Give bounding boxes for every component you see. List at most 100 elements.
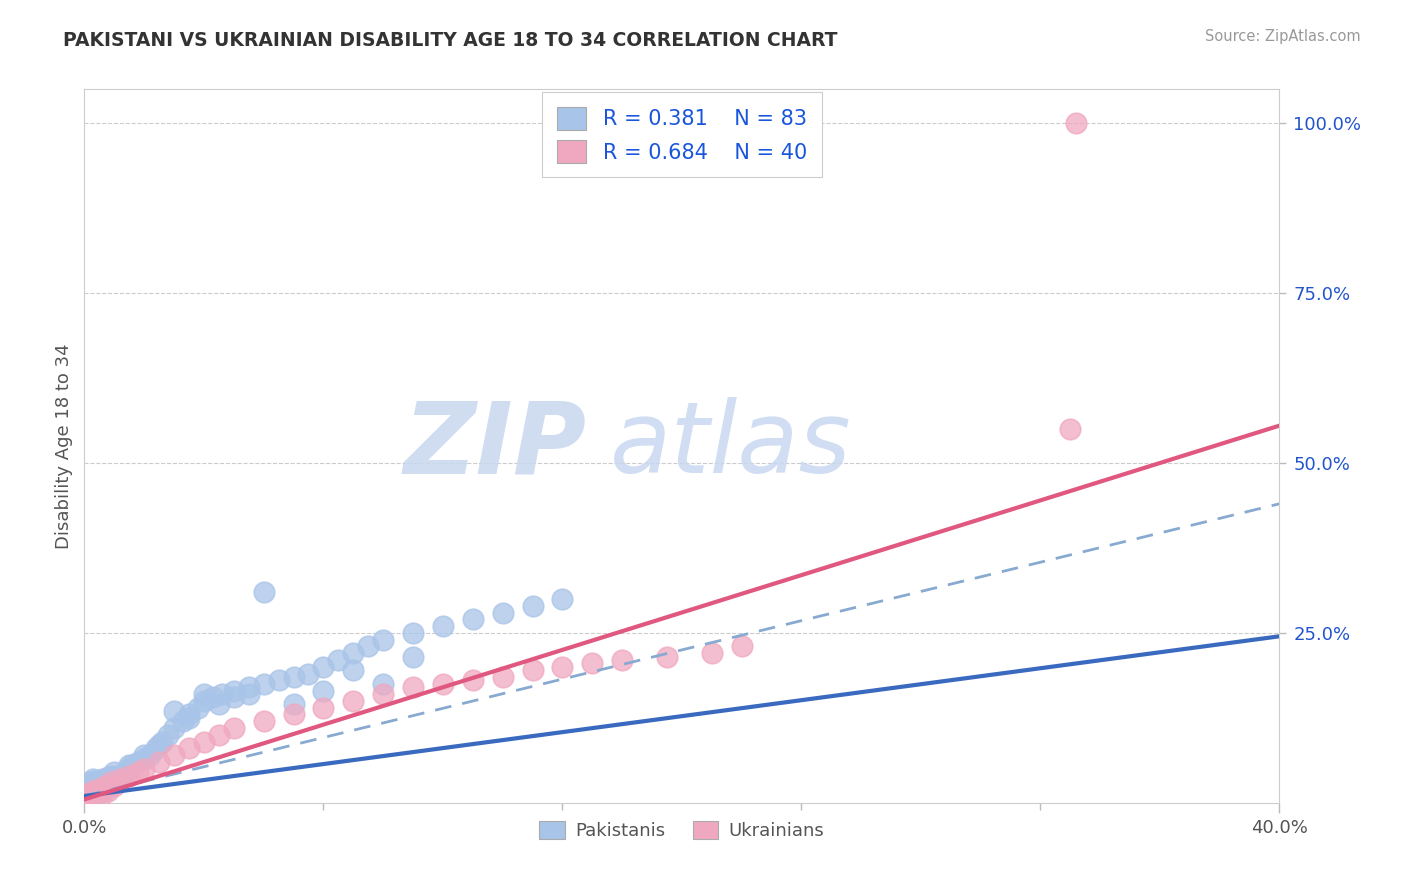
Point [91,772,114,786]
Point [222,721,245,735]
Point [86,788,108,802]
Point [148,755,170,769]
Point [402,626,425,640]
Point [492,606,515,620]
Point [187,700,209,714]
Point [373,687,395,701]
Point [94,775,117,789]
Point [177,707,200,722]
Point [89,780,111,795]
Point [432,619,454,633]
Point [267,673,290,688]
Point [82,777,104,791]
Point [208,728,231,742]
Point [132,748,156,763]
Point [163,704,186,718]
Text: Source: ZipAtlas.com: Source: ZipAtlas.com [1205,29,1361,44]
Point [76,792,98,806]
Point [79,790,101,805]
Text: atlas: atlas [610,398,852,494]
Point [105,772,128,786]
Point [150,734,173,748]
Point [522,663,544,677]
Point [283,698,305,712]
Point [700,646,723,660]
Point [1066,116,1088,130]
Point [172,714,194,729]
Point [139,748,162,763]
Point [222,683,245,698]
Point [127,765,149,780]
Point [89,782,111,797]
Point [432,677,454,691]
Point [132,751,156,765]
Point [177,711,200,725]
Point [82,782,104,797]
Point [82,783,104,797]
Point [112,767,135,781]
Point [612,653,634,667]
Point [253,714,276,729]
Point [76,792,98,806]
Point [373,632,395,647]
Point [357,640,380,654]
Point [238,687,260,701]
Point [342,694,364,708]
Point [91,783,114,797]
Point [86,783,108,797]
Point [79,780,101,795]
Y-axis label: Disability Age 18 to 34: Disability Age 18 to 34 [55,343,73,549]
Point [127,755,149,769]
Point [89,775,111,789]
Point [97,779,120,793]
Point [283,707,305,722]
Point [208,698,231,712]
Point [86,774,108,789]
Point [145,741,167,756]
Point [86,786,108,800]
Point [373,677,395,691]
Point [193,694,215,708]
Point [177,741,200,756]
Point [82,789,104,803]
Point [201,690,224,705]
Point [103,779,125,793]
Point [581,657,603,671]
Point [121,758,143,772]
Point [86,779,108,793]
Point [91,788,114,802]
Point [163,748,186,763]
Point [103,765,125,780]
Point [1059,422,1081,436]
Point [342,646,364,660]
Point [110,772,132,786]
Point [76,789,98,803]
Point [118,769,141,783]
Point [97,770,120,784]
Point [522,599,544,613]
Point [283,670,305,684]
Point [163,721,186,735]
Point [82,772,104,786]
Point [100,775,122,789]
Point [297,666,319,681]
Point [79,788,101,802]
Point [253,677,276,691]
Point [82,786,104,800]
Point [79,790,101,805]
Point [79,783,101,797]
Point [312,700,335,714]
Point [132,762,156,776]
Point [328,653,350,667]
Point [461,612,484,626]
Point [461,673,484,688]
Point [253,585,276,599]
Point [89,786,111,800]
Point [655,649,678,664]
Point [148,738,170,752]
Point [551,591,574,606]
Point [103,775,125,789]
Point [193,687,215,701]
Text: PAKISTANI VS UKRAINIAN DISABILITY AGE 18 TO 34 CORRELATION CHART: PAKISTANI VS UKRAINIAN DISABILITY AGE 18… [63,31,838,50]
Point [312,660,335,674]
